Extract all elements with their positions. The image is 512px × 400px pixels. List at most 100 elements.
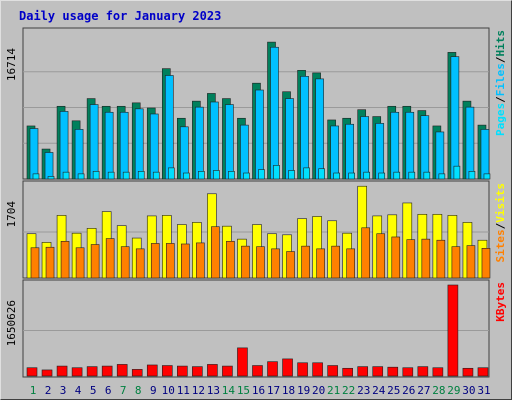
day-label: 5 (90, 384, 97, 397)
files-bar (134, 108, 144, 180)
files-bar (255, 89, 264, 180)
pages-bar (122, 171, 130, 180)
pages-bar (258, 169, 265, 180)
day-label: 27 (417, 384, 430, 397)
pages-bar (32, 173, 40, 180)
day-label: 13 (207, 384, 220, 397)
kbytes-bar (297, 362, 308, 377)
kbytes-bar (357, 366, 369, 377)
files-bar (405, 111, 415, 180)
files-bar (345, 123, 354, 180)
day-label: 2 (45, 384, 52, 397)
day-label: 19 (297, 384, 310, 397)
kbytes-bar (342, 367, 353, 377)
kbytes-bar (237, 347, 248, 377)
files-bar (74, 129, 84, 180)
pages-bar (107, 171, 115, 180)
pages-bar (62, 171, 70, 180)
day-label: 3 (60, 384, 67, 397)
hits-bars (26, 41, 491, 180)
pages-bar (77, 173, 85, 180)
sites-bar (30, 247, 40, 279)
files-bar (44, 152, 54, 180)
sites-bar (60, 240, 70, 279)
sites-bar (150, 243, 160, 279)
legend-pages: Pages (494, 103, 507, 136)
day-label: 11 (177, 384, 190, 397)
pages-bar (167, 167, 175, 180)
files-bar (195, 106, 204, 180)
day-label: 23 (357, 384, 370, 397)
pages-bar (453, 165, 461, 180)
kbytes-bar (161, 365, 173, 377)
day-label: 7 (120, 384, 127, 397)
pages-bar (303, 167, 310, 180)
sites-bar (90, 244, 100, 279)
day-label: 9 (150, 384, 157, 397)
pages-bar (183, 172, 190, 180)
kbytes-bar (462, 367, 474, 377)
pages-bar (213, 170, 220, 180)
sites-bar (226, 240, 235, 279)
sites-bar (376, 233, 386, 279)
sites-bar (181, 243, 190, 279)
pages-bar (243, 172, 250, 180)
day-label: 14 (222, 384, 236, 397)
kbytes-bar (86, 366, 98, 377)
files-bar (225, 104, 234, 180)
day-label: 6 (105, 384, 112, 397)
legend-files: Files (494, 63, 507, 96)
files-bar (59, 111, 69, 180)
files-bar (375, 123, 385, 180)
pages-bar (152, 171, 160, 180)
kbytes-bar (101, 365, 113, 377)
sites-bar (436, 239, 446, 279)
day-label: 16 (252, 384, 265, 397)
files-bar (285, 98, 294, 180)
day-label: 18 (282, 384, 295, 397)
day-label: 26 (402, 384, 415, 397)
legend-sites: Sites (494, 229, 507, 262)
day-label: 1 (30, 384, 37, 397)
kbytes-bar (387, 366, 399, 377)
sites-bar (196, 242, 205, 279)
pages-bar (288, 170, 295, 180)
sites-bar (105, 238, 115, 279)
legend-kbytes: KBytes (494, 282, 507, 322)
sites-bar (466, 245, 476, 279)
pages-bar (47, 176, 55, 180)
sites-bar (241, 245, 250, 279)
pages-bar (92, 170, 100, 180)
kbytes-bar (282, 358, 293, 377)
pages-bar (378, 172, 386, 180)
day-label: 24 (372, 384, 386, 397)
kbytes-bar (372, 366, 384, 377)
files-bar (240, 124, 249, 180)
hits-max-label: 16714 (5, 48, 18, 81)
kbytes-bar (192, 366, 203, 377)
pages-bar (137, 170, 145, 180)
kbytes-bar (146, 364, 158, 377)
kbytes-bar (71, 367, 83, 377)
sites-bar (346, 248, 355, 279)
day-label: 21 (327, 384, 340, 397)
files-bar (300, 76, 309, 180)
sites-bar (45, 246, 55, 279)
kbytes-bar (432, 367, 444, 377)
chart-title: Daily usage for January 2023 (19, 9, 221, 23)
pages-bar (198, 170, 205, 180)
sites-bar (421, 238, 431, 279)
kbytes-max-label: 1650626 (5, 300, 18, 346)
pages-bar (483, 173, 491, 180)
pages-bar (408, 171, 416, 180)
pages-bar (273, 165, 280, 180)
visits-max-label: 1704 (5, 201, 18, 228)
files-bar (164, 75, 174, 180)
kbytes-bar (26, 367, 38, 377)
kbytes-bar (131, 369, 143, 377)
kbytes-bar (56, 365, 68, 377)
day-label: 29 (447, 384, 460, 397)
kbytes-bar (116, 364, 128, 377)
day-label: 30 (462, 384, 475, 397)
